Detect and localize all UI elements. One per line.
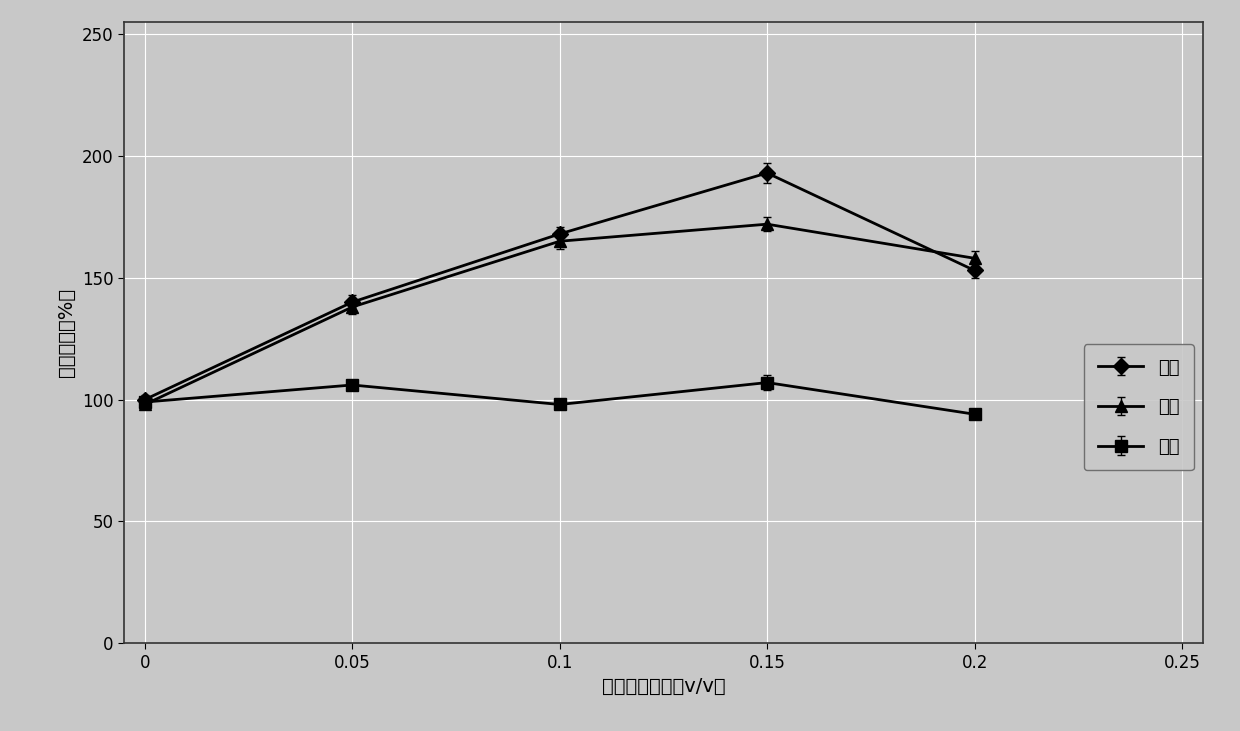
Legend: 甲醇, 乙醇, 乙腕: 甲醇, 乙醇, 乙腕 [1084,344,1194,470]
Y-axis label: 相对活性（%）: 相对活性（%） [57,288,77,377]
X-axis label: 有机溶剂浓度（v/v）: 有机溶剂浓度（v/v） [601,677,725,696]
